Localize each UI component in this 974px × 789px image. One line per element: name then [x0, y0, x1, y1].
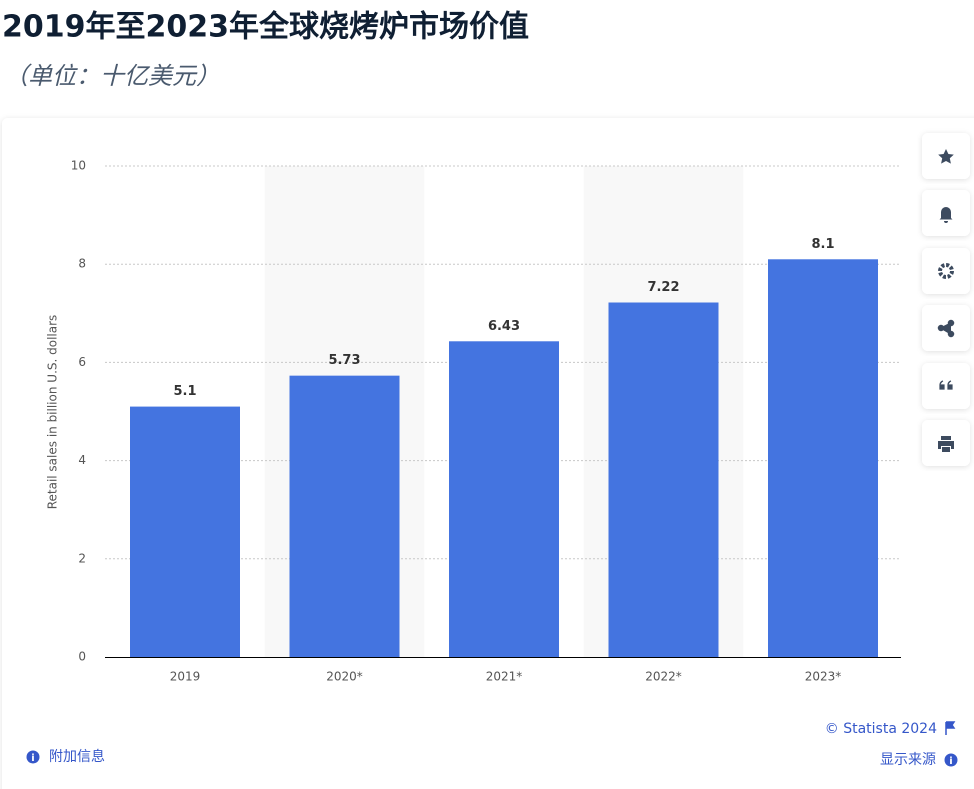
- svg-text:i: i: [31, 753, 34, 764]
- y-tick-label: 0: [78, 650, 86, 664]
- y-tick-label: 2: [78, 551, 86, 565]
- additional-info[interactable]: 附加信息: [49, 748, 105, 765]
- y-tick-label: 4: [78, 453, 86, 467]
- y-tick-label: 8: [78, 257, 86, 271]
- bar: [289, 375, 400, 657]
- chart-title: 2019年至2023年全球烧烤炉市场价值: [2, 10, 529, 45]
- source-icon: [944, 753, 958, 767]
- cite-button[interactable]: [922, 363, 970, 409]
- bar: [768, 259, 878, 657]
- value-label: 8.1: [811, 237, 834, 252]
- y-tick-label: 6: [78, 355, 86, 369]
- chart-subtitle: （单位：十亿美元）: [4, 62, 220, 90]
- x-tick-label: 2021*: [486, 670, 523, 684]
- value-label: 6.43: [488, 319, 520, 334]
- info-icon: [26, 750, 40, 764]
- bar: [449, 341, 559, 657]
- y-axis-label: Retail sales in billion U.S. dollars: [46, 315, 60, 510]
- toolbar: [922, 133, 970, 466]
- x-tick-label: 2019: [170, 670, 201, 684]
- y-tick-label: 10: [71, 159, 86, 173]
- bar: [130, 406, 240, 657]
- copyright[interactable]: © Statista 2024: [825, 721, 937, 737]
- value-label: 5.73: [328, 353, 360, 368]
- svg-text:i: i: [949, 756, 952, 767]
- show-source[interactable]: 显示来源: [880, 752, 936, 768]
- bar: [608, 302, 719, 657]
- value-label: 7.22: [647, 280, 679, 295]
- x-tick-label: 2023*: [805, 670, 842, 684]
- x-tick-label: 2020*: [326, 670, 363, 684]
- x-tick-label: 2022*: [645, 670, 682, 684]
- value-label: 5.1: [173, 384, 196, 399]
- flag-icon: [945, 721, 956, 735]
